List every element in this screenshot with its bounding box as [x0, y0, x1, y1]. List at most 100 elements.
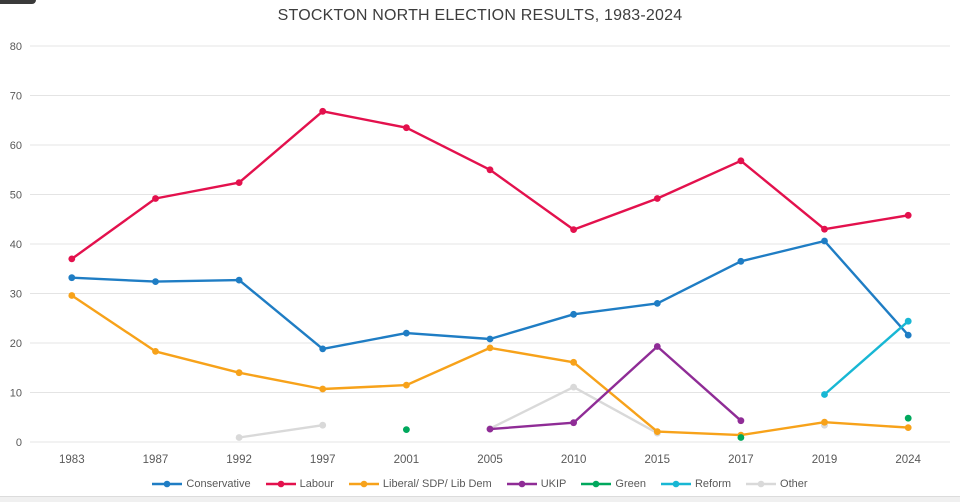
x-axis-tick-label: 2017	[728, 454, 754, 466]
legend-label: Liberal/ SDP/ Lib Dem	[382, 478, 492, 490]
legend-item-liberal-sdp-lib-dem: Liberal/ SDP/ Lib Dem	[348, 478, 492, 490]
window-corner-fragment	[0, 0, 36, 4]
data-point	[653, 428, 661, 435]
legend-label: Conservative	[186, 478, 251, 490]
data-point	[68, 255, 76, 263]
data-point	[904, 317, 912, 325]
legend-label: Other	[780, 478, 808, 490]
data-point	[570, 419, 577, 427]
data-point	[319, 421, 327, 429]
data-point	[737, 417, 745, 425]
y-axis-tick-label: 60	[10, 140, 22, 152]
legend-marker-dot	[164, 480, 171, 488]
series-line-reform	[823, 320, 910, 396]
legend-marker-dot	[518, 480, 526, 488]
series-line-ukip	[488, 345, 743, 431]
x-axis-tick-label: 1983	[59, 454, 85, 466]
legend-marker-dot	[672, 480, 680, 488]
data-point	[570, 310, 577, 318]
data-point	[821, 391, 828, 398]
data-point	[319, 385, 327, 393]
data-point	[486, 335, 494, 343]
x-axis-tick-label: 2010	[561, 454, 587, 466]
legend-item-green: Green	[581, 478, 646, 490]
x-axis-tick-label: 2024	[895, 454, 921, 466]
legend-label: Green	[615, 478, 646, 490]
data-point	[486, 425, 494, 433]
x-axis-tick-label: 2001	[394, 454, 420, 466]
series-line-labour	[70, 110, 910, 261]
data-point	[653, 300, 661, 307]
data-point	[235, 369, 243, 377]
window-bottom-strip	[0, 496, 960, 502]
y-axis-tick-label: 0	[16, 437, 22, 449]
data-point	[570, 383, 577, 391]
data-point	[152, 278, 159, 285]
x-axis-tick-label: 2015	[644, 454, 670, 466]
y-axis-tick-label: 80	[10, 41, 22, 53]
data-point	[570, 226, 577, 234]
legend-item-labour: Labour	[265, 478, 334, 490]
plot-area: 0 10 20 30 40 50 60 70 80 1983 1987 1992 1997 2001 200…	[10, 41, 950, 466]
x-axis-tick-label: 1992	[226, 454, 252, 466]
legend-label: Labour	[299, 478, 334, 490]
legend-item-conservative: Conservative	[152, 478, 251, 490]
legend-marker-icon	[660, 480, 691, 488]
data-point	[653, 195, 661, 202]
legend-label: Reform	[694, 478, 732, 490]
series-line-conservative	[70, 239, 910, 351]
data-point	[68, 292, 76, 299]
data-point	[653, 343, 661, 350]
data-point	[486, 166, 494, 174]
data-point	[737, 434, 745, 441]
legend-item-reform: Reform	[660, 478, 732, 490]
legend-marker-icon	[348, 480, 379, 488]
data-point	[904, 331, 912, 339]
data-point	[737, 157, 745, 165]
data-point	[235, 179, 243, 187]
data-point	[737, 257, 745, 265]
legend-marker-dot	[277, 480, 284, 488]
legend-item-ukip: UKIP	[506, 478, 567, 490]
y-axis-tick-label: 50	[10, 190, 22, 202]
legend-marker-dot	[360, 480, 368, 488]
data-point	[403, 124, 410, 132]
series-line-liberal-sdp-lib-dem	[70, 294, 910, 437]
data-point	[570, 358, 577, 366]
x-axis-tick-label: 1997	[310, 454, 336, 466]
data-point	[821, 225, 828, 233]
data-point	[235, 276, 243, 284]
y-axis-tick-label: 10	[10, 388, 22, 400]
data-point	[319, 345, 327, 353]
legend: Conservative Labour Liberal/ SDP/ Lib Dem U…	[0, 474, 960, 494]
series-line-other	[239, 387, 824, 437]
data-point	[235, 434, 243, 441]
data-point	[403, 381, 410, 389]
legend-marker-icon	[581, 480, 612, 488]
data-point	[68, 274, 76, 282]
chart-title: STOCKTON NORTH ELECTION RESULTS, 1983-20…	[277, 7, 683, 24]
y-axis-tick-label: 20	[10, 338, 22, 350]
data-point	[904, 414, 912, 422]
legend-marker-icon	[152, 480, 183, 488]
data-point	[821, 237, 828, 245]
y-axis-tick-label: 40	[10, 239, 22, 251]
legend-marker-dot	[757, 480, 765, 488]
y-axis-tick-label: 70	[10, 91, 22, 103]
data-point	[152, 195, 159, 202]
legend-marker-icon	[506, 480, 537, 488]
data-point	[403, 329, 410, 337]
data-point	[904, 424, 912, 431]
x-axis-tick-label: 1987	[143, 454, 169, 466]
legend-marker-icon	[746, 480, 777, 488]
data-point	[403, 426, 410, 433]
data-point	[904, 211, 912, 219]
legend-marker-dot	[593, 480, 600, 488]
data-point	[319, 107, 327, 115]
data-point	[821, 418, 828, 426]
x-axis-tick-label: 2005	[477, 454, 503, 466]
legend-label: UKIP	[540, 478, 567, 490]
x-axis-tick-label: 2019	[812, 454, 838, 466]
legend-item-other: Other	[746, 478, 808, 490]
